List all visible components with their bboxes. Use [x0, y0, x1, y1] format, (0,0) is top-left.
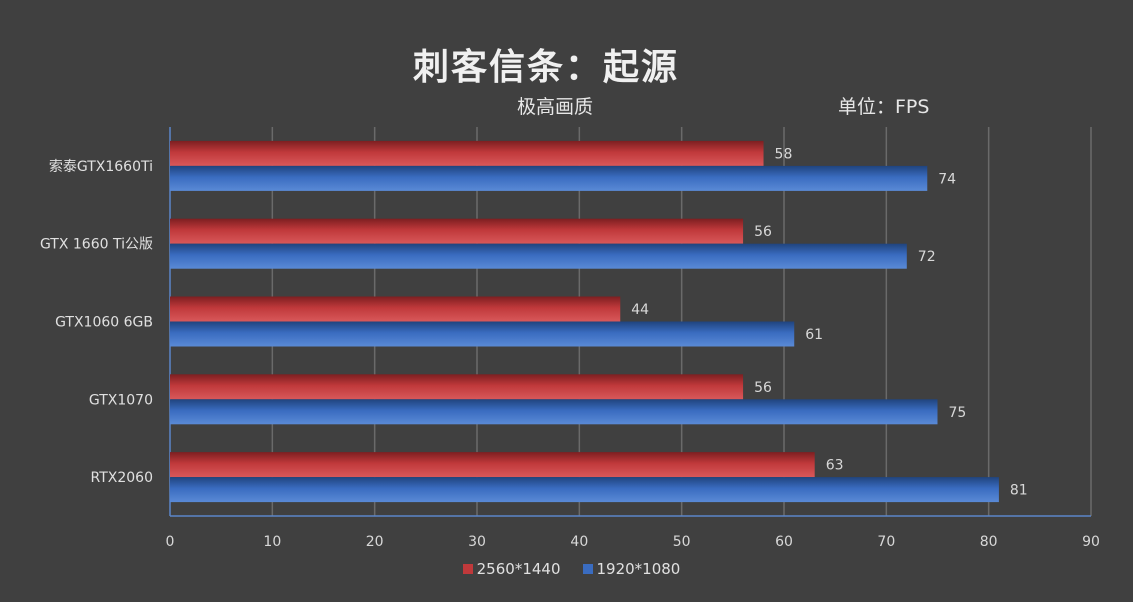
data-label: 61	[805, 327, 823, 343]
x-tick-label: 20	[366, 534, 384, 550]
bar-red	[170, 140, 764, 166]
category-label: 索泰GTX1660Ti	[49, 158, 153, 175]
x-tick-label: 0	[166, 534, 175, 550]
x-tick-label: 30	[468, 534, 486, 550]
bars	[170, 140, 999, 503]
labels: 0 10 20 30 40 50 60 70 80 90 索泰GTX1660Ti 58 74 GTX 16…	[40, 146, 1100, 550]
data-label: 74	[938, 171, 956, 187]
legend: 2560*1440 1920*1080	[0, 560, 1133, 578]
x-tick-label: 10	[263, 534, 281, 550]
x-tick-label: 90	[1082, 534, 1100, 550]
legend-label: 2560*1440	[476, 560, 561, 578]
legend-swatch-red	[462, 564, 473, 574]
data-label: 72	[918, 249, 936, 265]
bar-blue	[170, 321, 795, 347]
category-label: GTX1060 6GB	[55, 315, 153, 331]
data-label: 75	[949, 405, 967, 421]
bar-blue	[170, 477, 999, 503]
legend-item-series-1: 2560*1440	[462, 560, 561, 578]
legend-item-series-2: 1920*1080	[582, 560, 681, 578]
chart-subtitle: 极高画质	[516, 96, 593, 118]
bar-red	[170, 218, 744, 244]
data-label: 56	[754, 380, 772, 396]
x-tick-label: 60	[775, 534, 793, 550]
category-label: GTX 1660 Ti公版	[40, 237, 153, 253]
x-tick-label: 50	[673, 534, 691, 550]
data-label: 63	[826, 458, 844, 474]
data-label: 81	[1010, 483, 1028, 499]
chart-title: 刺客信条：起源	[412, 46, 679, 88]
bar-red	[170, 374, 744, 400]
bar-blue	[170, 165, 928, 191]
legend-label: 1920*1080	[596, 560, 681, 578]
data-label: 58	[775, 146, 793, 162]
legend-swatch-blue	[582, 564, 593, 574]
bar-red	[170, 452, 815, 478]
bar-red	[170, 296, 621, 322]
unit-label: 单位：FPS	[838, 96, 930, 118]
category-label: GTX1070	[89, 392, 153, 408]
x-tick-label: 80	[980, 534, 998, 550]
bar-blue	[170, 399, 938, 425]
bar-blue	[170, 243, 907, 269]
x-tick-label: 70	[877, 534, 895, 550]
x-tick-label: 40	[570, 534, 588, 550]
category-label: RTX2060	[91, 470, 153, 486]
data-label: 56	[754, 224, 772, 240]
data-label: 44	[631, 302, 649, 318]
